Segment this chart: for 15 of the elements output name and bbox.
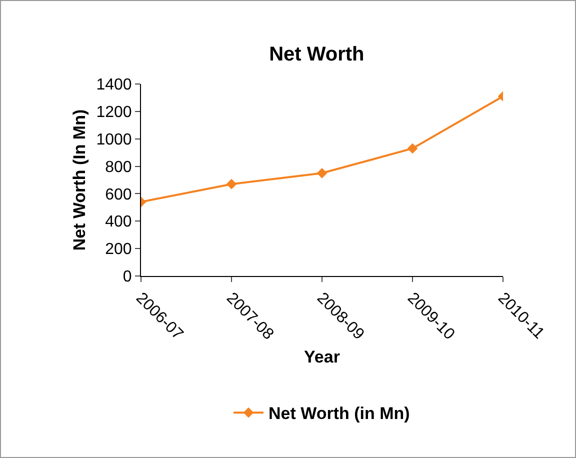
x-axis-title: Year [304, 348, 340, 367]
y-tick-label: 200 [105, 241, 132, 258]
y-tick-label: 400 [105, 214, 132, 231]
point [316, 168, 328, 178]
point [407, 143, 418, 154]
legend-label: Net Worth (in Mn) [268, 404, 410, 424]
chart-title: Net Worth [269, 43, 364, 66]
y-tick-label: 0 [122, 268, 132, 286]
y-tick-label: 800 [105, 158, 132, 176]
point [226, 178, 237, 190]
y-tick-label: 1200 [96, 104, 132, 122]
y-tick-label: 1400 [96, 76, 132, 94]
y-tick-label: 600 [105, 186, 132, 204]
y-axis-title: Net Worth (In Mn) [70, 109, 89, 251]
y-tick-label: 1000 [96, 131, 132, 148]
